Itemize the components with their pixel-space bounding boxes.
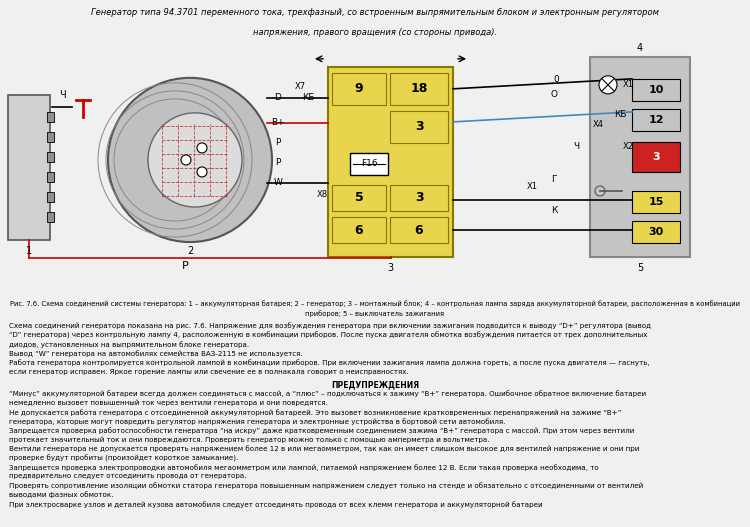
Text: 6: 6 [355, 223, 363, 237]
Text: 4: 4 [637, 43, 643, 53]
Text: ПРЕДУПРЕЖДЕНИЯ: ПРЕДУПРЕЖДЕНИЯ [331, 380, 419, 389]
FancyBboxPatch shape [632, 109, 680, 131]
Text: Вывод “W” генератора на автомобилях семейства ВАЗ-2115 не используется.: Вывод “W” генератора на автомобилях семе… [10, 350, 303, 357]
Text: 2: 2 [187, 246, 194, 256]
Text: 15: 15 [648, 197, 664, 207]
FancyBboxPatch shape [328, 67, 453, 257]
Text: немедленно вызовет повышенный ток через вентили генератора и они повредятся.: немедленно вызовет повышенный ток через … [10, 399, 328, 406]
FancyBboxPatch shape [632, 142, 680, 172]
Text: диодов, установленных на выпрямительном блоке генератора.: диодов, установленных на выпрямительном … [10, 341, 250, 348]
Text: 5: 5 [637, 263, 643, 273]
FancyBboxPatch shape [590, 57, 690, 257]
Text: X7: X7 [295, 82, 305, 91]
FancyBboxPatch shape [390, 217, 448, 243]
Text: При электросварке узлов и деталей кузова автомобиля следует отсоединять провода : При электросварке узлов и деталей кузова… [10, 501, 543, 508]
Text: P: P [275, 159, 280, 168]
Text: Рис. 7.6. Схема соединений системы генератора: 1 – аккумуляторная батарея; 2 – г: Рис. 7.6. Схема соединений системы генер… [10, 300, 740, 307]
Text: X1: X1 [526, 182, 538, 191]
Text: F16: F16 [361, 160, 377, 169]
Text: X1: X1 [622, 80, 634, 90]
Circle shape [108, 78, 272, 242]
Text: 18: 18 [410, 82, 428, 95]
FancyBboxPatch shape [632, 191, 680, 213]
Text: Г: Г [551, 175, 556, 184]
FancyBboxPatch shape [47, 172, 54, 182]
Text: 10: 10 [648, 85, 664, 95]
FancyBboxPatch shape [332, 185, 386, 211]
Text: X2: X2 [622, 142, 634, 151]
Text: Ч: Ч [573, 142, 579, 151]
Text: O: O [550, 90, 557, 100]
Text: КБ: КБ [614, 110, 626, 120]
Text: “D” генератора) через контрольную лампу 4, расположенную в комбинации приборов. : “D” генератора) через контрольную лампу … [10, 332, 648, 339]
FancyBboxPatch shape [47, 212, 54, 222]
Text: КБ: КБ [302, 93, 314, 102]
Text: Запрещается проверка электропроводки автомобиля мегаомметром или лампой, питаемо: Запрещается проверка электропроводки авт… [10, 464, 599, 471]
Text: генератора, которые могут повредить регулятор напряжения генератора и электронны: генератора, которые могут повредить регу… [10, 418, 506, 425]
Text: выводами фазных обмоток.: выводами фазных обмоток. [10, 492, 114, 499]
FancyBboxPatch shape [632, 221, 680, 243]
Text: 5: 5 [355, 191, 363, 204]
Circle shape [197, 167, 207, 177]
FancyBboxPatch shape [47, 132, 54, 142]
FancyBboxPatch shape [47, 152, 54, 162]
FancyBboxPatch shape [47, 112, 54, 122]
Circle shape [148, 113, 242, 207]
Circle shape [599, 76, 617, 94]
FancyBboxPatch shape [390, 185, 448, 211]
Text: Работа генератора контролируется контрольной лампой в комбинации приборов. При в: Работа генератора контролируется контрол… [10, 359, 650, 366]
Circle shape [197, 143, 207, 153]
Text: 1: 1 [26, 246, 32, 256]
FancyBboxPatch shape [8, 95, 50, 240]
Text: Не допускается работа генератора с отсоединенной аккумуляторной батареей. Это вы: Не допускается работа генератора с отсое… [10, 409, 622, 415]
Text: протекает значительный ток и они повреждаются. Проверять генератор можно только : протекает значительный ток и они поврежд… [10, 436, 490, 443]
Text: Ч: Ч [60, 90, 66, 100]
Text: проверке будут пробиты (произойдет короткое замыкание).: проверке будут пробиты (произойдет корот… [10, 455, 238, 462]
Text: 30: 30 [648, 227, 664, 237]
Text: Запрещается проверка работоспособности генератора “на искру” даже кратковременны: Запрещается проверка работоспособности г… [10, 427, 634, 434]
Text: P: P [182, 261, 188, 271]
Text: 9: 9 [355, 82, 363, 95]
FancyBboxPatch shape [350, 153, 388, 175]
Text: приборов; 5 – выключатель зажигания: приборов; 5 – выключатель зажигания [305, 310, 445, 317]
FancyBboxPatch shape [47, 192, 54, 202]
Text: К: К [550, 206, 557, 214]
Circle shape [181, 155, 191, 165]
Text: “Минус” аккумуляторной батареи всегда должен соединяться с массой, а “плюс” – по: “Минус” аккумуляторной батареи всегда до… [10, 391, 646, 397]
FancyBboxPatch shape [390, 111, 448, 143]
Text: Генератор типа 94.3701 переменного тока, трехфазный, со встроенным выпрямительны: Генератор типа 94.3701 переменного тока,… [91, 8, 659, 17]
FancyBboxPatch shape [632, 79, 680, 101]
Text: предварительно следует отсоединить провода от генератора.: предварительно следует отсоединить прово… [10, 473, 247, 479]
Text: 3: 3 [652, 152, 660, 162]
Text: Вентили генератора не допускается проверять напряжением более 12 в или мегаоммет: Вентили генератора не допускается провер… [10, 445, 640, 452]
Text: 3: 3 [388, 263, 394, 273]
FancyBboxPatch shape [332, 73, 386, 105]
Text: B+: B+ [272, 119, 285, 128]
Text: Схема соединений генератора показана на рис. 7.6. Напряжение для возбуждения ген: Схема соединений генератора показана на … [10, 323, 652, 330]
Text: 0: 0 [553, 75, 559, 84]
Text: D: D [274, 93, 281, 102]
Text: 6: 6 [415, 223, 423, 237]
FancyBboxPatch shape [332, 217, 386, 243]
Text: 3: 3 [415, 191, 423, 204]
Text: 3: 3 [415, 120, 423, 133]
Text: X8: X8 [316, 190, 328, 200]
Text: если генератор исправен. Яркое горение лампы или свечение ее в полнакала говорит: если генератор исправен. Яркое горение л… [10, 369, 410, 375]
Text: P: P [275, 139, 280, 148]
Text: X4: X4 [592, 120, 604, 130]
Text: W: W [274, 179, 283, 188]
Text: Проверять сопротивление изоляции обмотки статора генератора повышенным напряжени: Проверять сопротивление изоляции обмотки… [10, 482, 644, 489]
Text: напряжения, правого вращения (со стороны привода).: напряжения, правого вращения (со стороны… [253, 28, 497, 37]
Text: 12: 12 [648, 115, 664, 125]
FancyBboxPatch shape [390, 73, 448, 105]
